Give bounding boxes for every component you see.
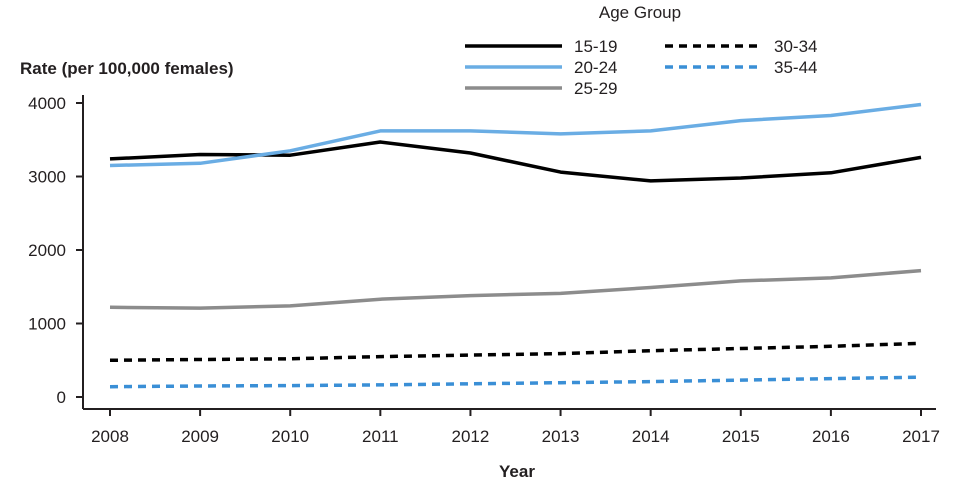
y-axis-title: Rate (per 100,000 females) xyxy=(20,59,234,78)
legend: 15-19 20-24 25-29 30-34 35-44 xyxy=(465,37,817,98)
x-axis-ticks: 2008 2009 2010 2011 2012 2013 2014 2015 2016 2017 xyxy=(91,409,940,446)
x-tick-label: 2017 xyxy=(902,427,940,446)
x-tick-label: 2016 xyxy=(812,427,850,446)
legend-label-20-24: 20-24 xyxy=(574,58,617,77)
x-tick-label: 2010 xyxy=(271,427,309,446)
legend-label-25-29: 25-29 xyxy=(574,79,617,98)
legend-label-35-44: 35-44 xyxy=(774,58,817,77)
x-tick-label: 2009 xyxy=(181,427,219,446)
legend-label-15-19: 15-19 xyxy=(574,37,617,56)
y-tick-label: 1000 xyxy=(28,315,66,334)
x-tick-label: 2012 xyxy=(452,427,490,446)
x-tick-label: 2008 xyxy=(91,427,129,446)
series-line-35-44 xyxy=(109,375,922,389)
y-tick-label: 0 xyxy=(57,388,66,407)
legend-title: Age Group xyxy=(599,3,681,22)
series-line-15-19 xyxy=(109,140,922,183)
series-line-30-34 xyxy=(109,341,922,363)
x-tick-label: 2013 xyxy=(542,427,580,446)
x-axis-title: Year xyxy=(499,462,535,481)
y-tick-label: 4000 xyxy=(28,94,66,113)
legend-label-30-34: 30-34 xyxy=(774,37,817,56)
x-tick-label: 2011 xyxy=(362,427,399,446)
y-tick-label: 3000 xyxy=(28,168,66,187)
series-line-20-24 xyxy=(109,102,922,168)
series-lines xyxy=(109,102,922,389)
y-axis-ticks: 0 1000 2000 3000 4000 xyxy=(28,94,83,407)
x-tick-label: 2014 xyxy=(632,427,670,446)
y-tick-label: 2000 xyxy=(28,241,66,260)
x-tick-label: 2015 xyxy=(722,427,760,446)
series-line-25-29 xyxy=(109,268,922,310)
